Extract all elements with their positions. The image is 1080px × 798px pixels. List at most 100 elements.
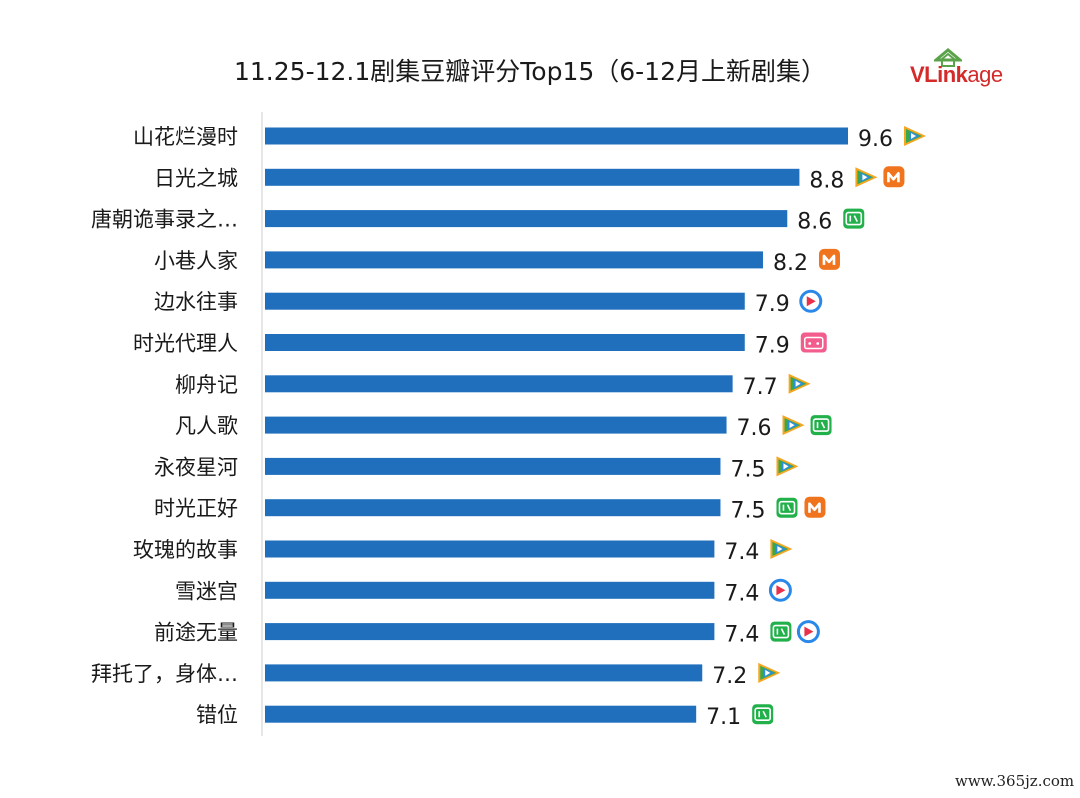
iqiyi-icon-stroke — [762, 710, 767, 718]
tencent-video-icon-center — [789, 422, 795, 429]
value-label: 7.5 — [730, 499, 765, 524]
platform-icons — [770, 539, 793, 559]
value-label: 7.2 — [712, 664, 747, 689]
value-label: 8.2 — [773, 251, 808, 276]
iqiyi-icon-bg — [810, 415, 832, 436]
tencent-video-icon — [855, 167, 878, 188]
tencent-video-icon — [776, 456, 799, 477]
brand-name-bold: VLink — [910, 62, 968, 87]
bar — [265, 499, 721, 517]
platform-icons — [770, 620, 820, 644]
iqiyi-icon-frame — [845, 211, 863, 226]
youku-icon-play — [776, 585, 786, 596]
bar — [265, 334, 745, 351]
tencent-video-icon — [782, 415, 805, 436]
bar — [265, 540, 715, 558]
bilibili-icon — [800, 332, 827, 353]
iqiyi-icon-bg — [776, 497, 798, 518]
bar — [265, 292, 745, 310]
category-label: 错位 — [196, 703, 238, 727]
mango-tv-icon — [883, 166, 905, 188]
value-label: 9.6 — [858, 127, 893, 152]
value-label: 7.4 — [724, 540, 759, 565]
bar — [265, 168, 800, 186]
platform-icons — [768, 578, 792, 602]
category-label: 前途无量 — [154, 621, 238, 645]
category-label: 时光正好 — [154, 497, 238, 521]
iqiyi-icon-bg — [752, 704, 774, 725]
bilibili-icon-eye — [808, 342, 812, 345]
tencent-video-icon-center — [777, 546, 783, 552]
platform-icons — [843, 208, 865, 229]
tencent-video-icon — [904, 126, 926, 146]
brand-name-light: age — [967, 62, 1003, 87]
house-logo-icon — [934, 48, 962, 67]
iqiyi-icon-stroke — [786, 504, 792, 512]
iqiyi-icon-frame — [778, 500, 796, 515]
value-label: 7.9 — [755, 334, 790, 359]
mango-tv-icon-m — [822, 254, 836, 265]
iqiyi-icon — [752, 704, 774, 725]
youku-icon-play — [804, 626, 814, 637]
bar — [265, 416, 727, 434]
bar — [265, 210, 788, 228]
category-label: 边水往事 — [154, 290, 238, 314]
value-label: 7.1 — [706, 705, 741, 730]
youku-icon — [768, 578, 792, 602]
category-label: 时光代理人 — [133, 332, 238, 356]
iqiyi-icon-stroke — [780, 628, 786, 635]
mango-tv-icon-m — [808, 502, 821, 513]
platform-icons — [782, 415, 832, 436]
category-label: 山花烂漫时 — [133, 125, 238, 149]
iqiyi-icon — [810, 415, 832, 436]
category-label: 拜托了，身体… — [91, 662, 238, 686]
bar — [265, 127, 848, 145]
bar — [265, 457, 721, 475]
bar — [265, 664, 703, 682]
iqiyi-icon — [843, 208, 865, 229]
tencent-video-icon-center — [862, 174, 868, 181]
value-label: 8.8 — [809, 168, 844, 193]
vlinkage-logo: VLinkage — [908, 48, 1020, 88]
platform-icons — [800, 332, 827, 353]
tencent-video-icon — [788, 373, 811, 394]
iqiyi-icon-frame — [772, 624, 790, 639]
iqiyi-icon-bg — [843, 208, 865, 229]
category-label: 小巷人家 — [154, 249, 238, 273]
mango-tv-icon-m — [887, 172, 900, 183]
category-label: 日光之城 — [154, 166, 238, 190]
bilibili-icon-screen — [804, 336, 824, 350]
value-label: 8.6 — [797, 210, 832, 235]
tencent-video-icon-center — [911, 133, 916, 139]
value-label: 7.4 — [724, 581, 759, 606]
platform-icons — [758, 662, 781, 683]
youku-icon-play — [806, 296, 816, 307]
chart-title: 11.25-12.1剧集豆瓣评分Top15（6-12月上新剧集） — [234, 57, 826, 86]
category-label: 柳舟记 — [175, 373, 238, 397]
platform-icons — [776, 456, 799, 477]
category-label: 雪迷宫 — [175, 579, 238, 603]
bilibili-icon-eye — [816, 342, 820, 345]
category-label: 玫瑰的故事 — [133, 538, 238, 562]
iqiyi-icon — [770, 621, 792, 642]
bar — [265, 375, 733, 393]
platform-icons — [776, 496, 826, 518]
platform-icons — [818, 248, 840, 270]
category-label: 永夜星河 — [154, 455, 238, 479]
tencent-video-icon — [770, 539, 793, 559]
platform-icons — [752, 704, 774, 725]
value-label: 7.6 — [737, 416, 772, 441]
platform-icons — [788, 373, 811, 394]
mango-tv-icon — [804, 496, 826, 518]
platform-icons — [904, 126, 926, 146]
value-label: 7.7 — [743, 375, 778, 400]
bar — [265, 623, 715, 641]
platform-icons — [855, 166, 905, 188]
category-label: 唐朝诡事录之… — [91, 208, 238, 232]
iqiyi-icon-stroke — [820, 421, 826, 429]
tencent-video-icon-center — [765, 669, 771, 676]
iqiyi-icon-frame — [754, 707, 771, 722]
youku-icon — [796, 620, 820, 644]
iqiyi-icon-frame — [812, 418, 830, 432]
iqiyi-icon-bg — [770, 621, 792, 642]
